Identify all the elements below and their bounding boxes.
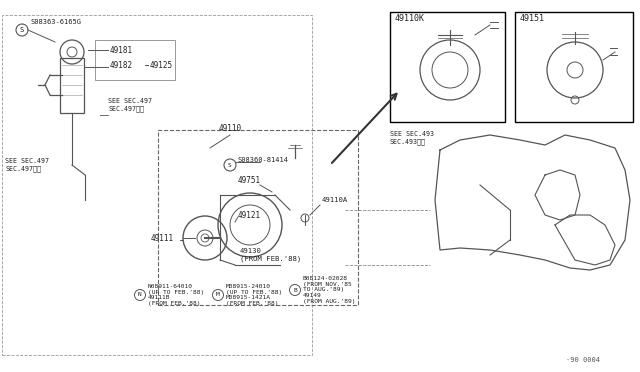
- Text: 49110: 49110: [218, 124, 241, 132]
- Text: 49110A: 49110A: [322, 197, 348, 203]
- Text: 49121: 49121: [238, 211, 261, 219]
- Bar: [2, 15, 312, 355]
- Text: 49110K: 49110K: [395, 13, 425, 22]
- Text: M: M: [216, 292, 220, 298]
- Text: M08915-24010
(UP TO FEB.'88)
M08915-1421A
(FROM FEB.'88): M08915-24010 (UP TO FEB.'88) M08915-1421…: [226, 284, 282, 306]
- Text: 49111: 49111: [150, 234, 173, 243]
- Text: 49751: 49751: [238, 176, 261, 185]
- Bar: [390, 12, 505, 122]
- Text: 49151: 49151: [520, 13, 545, 22]
- Text: SEE SEC.493
SEC.493参照: SEE SEC.493 SEC.493参照: [390, 131, 434, 145]
- Bar: [515, 12, 633, 122]
- Text: B: B: [293, 288, 297, 292]
- Bar: [60, 58, 84, 113]
- Text: SEE SEC.497
SEC.497参照: SEE SEC.497 SEC.497参照: [5, 158, 49, 172]
- Text: N: N: [138, 292, 142, 298]
- Text: B08124-02028
(FROM NOV.'85
TO AUG.'89)
49149
(FROM AUG.'89): B08124-02028 (FROM NOV.'85 TO AUG.'89) 4…: [303, 276, 355, 304]
- Text: N08911-64010
(UP TO FEB.'88)
49111B
(FROM FEB.'88): N08911-64010 (UP TO FEB.'88) 49111B (FRO…: [148, 284, 204, 306]
- Text: 49181: 49181: [110, 45, 133, 55]
- Text: S08363-6165G: S08363-6165G: [30, 19, 81, 25]
- Bar: [158, 130, 358, 305]
- Bar: [95, 40, 175, 80]
- Text: 49125: 49125: [150, 61, 173, 70]
- Text: ·90 0004: ·90 0004: [566, 357, 600, 363]
- Text: S08360-81414: S08360-81414: [238, 157, 289, 163]
- Text: SEE SEC.497
SEC.497参照: SEE SEC.497 SEC.497参照: [108, 98, 152, 112]
- Text: 49130
(FROM FEB.'88): 49130 (FROM FEB.'88): [240, 248, 301, 262]
- Text: S: S: [20, 27, 24, 33]
- Text: S: S: [228, 163, 232, 167]
- Text: 49182: 49182: [110, 61, 133, 70]
